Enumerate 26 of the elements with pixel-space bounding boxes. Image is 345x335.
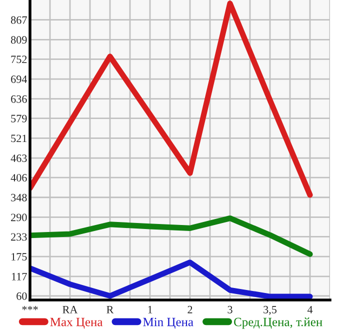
y-tick-label: 348 <box>11 194 27 202</box>
y-tick-label: 521 <box>11 134 27 142</box>
x-tick-label: 3 <box>228 306 232 314</box>
x-tick-label: *** <box>22 306 38 310</box>
x-tick-label: 3,5 <box>264 306 277 315</box>
y-tick-label: 636 <box>11 95 27 103</box>
y-tick-label: 406 <box>10 174 27 182</box>
y-tick-label: 694 <box>11 76 28 83</box>
x-tick-label: RA <box>62 306 78 314</box>
x-tick-label: 4 <box>307 306 313 314</box>
y-tick-label: 579 <box>11 114 27 122</box>
y-tick-label: 809 <box>10 36 27 44</box>
y-tick-label: 463 <box>10 154 27 162</box>
y-tick-label: 175 <box>12 253 27 261</box>
y-tick-label: 867 <box>10 16 27 24</box>
legend-label: Min Цена <box>143 318 194 329</box>
y-tick-label: 233 <box>11 233 27 241</box>
y-tick-label: 60 <box>16 292 27 300</box>
y-tick-label: 752 <box>11 56 27 64</box>
x-tick-label: R <box>106 306 114 314</box>
y-tick-label: 117 <box>12 272 27 280</box>
legend-label: Max Цена <box>50 318 103 329</box>
x-tick-label: 1 <box>148 306 152 314</box>
x-tick-label: 2 <box>188 306 192 314</box>
legend-label: Сред.Цена, т.йен <box>234 318 322 329</box>
y-tick-label: 290 <box>11 214 27 222</box>
